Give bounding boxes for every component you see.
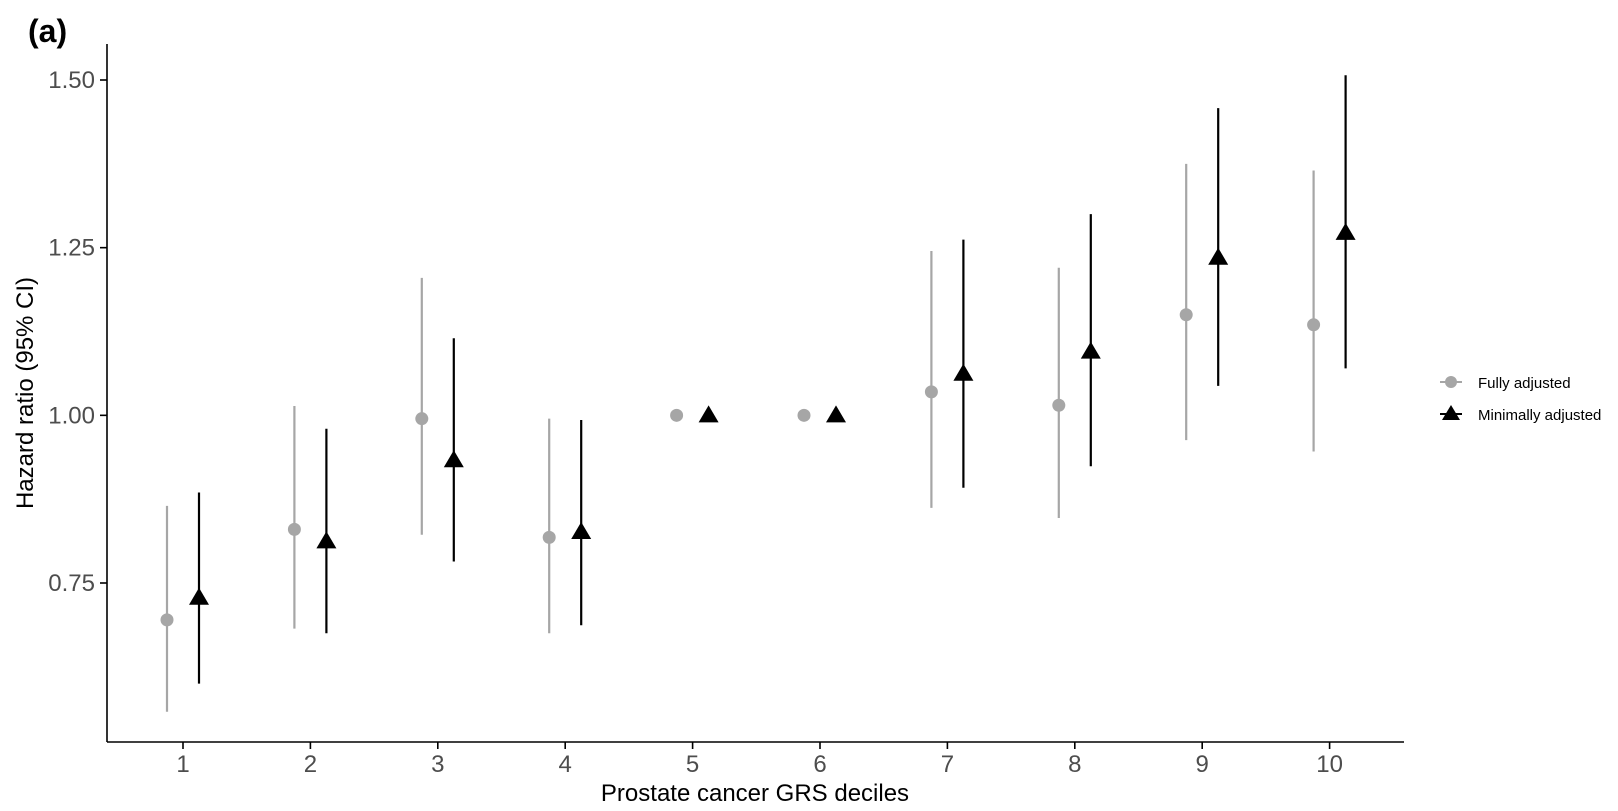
point-1-8 [1208, 247, 1229, 265]
y-ticks: 0.75 1.00 1.25 1.50 [48, 67, 107, 597]
point-1-1 [316, 531, 337, 549]
x-tick-label-1: 2 [304, 751, 317, 778]
y-tick-label-0: 0.75 [48, 570, 95, 597]
point-0-8 [1179, 308, 1193, 322]
axes [106, 44, 1404, 743]
point-0-0 [160, 613, 174, 627]
x-tick-label-0: 1 [176, 751, 189, 778]
series-fully-adjusted [160, 163, 1321, 712]
y-tick-label-2: 1.25 [48, 235, 95, 262]
point-1-6 [953, 363, 974, 381]
point-1-0 [189, 587, 209, 605]
panel-label: (a) [28, 13, 67, 49]
point-1-7 [1080, 341, 1101, 359]
y-tick-label-3: 1.50 [48, 67, 95, 94]
legend-item-fully-adjusted: Fully adjusted [1440, 375, 1571, 392]
legend-key-minimally-adjusted-marker [1442, 405, 1460, 420]
point-0-9 [1307, 318, 1321, 332]
point-0-7 [1052, 398, 1066, 412]
point-0-6 [924, 385, 938, 399]
legend: Fully adjusted Minimally adjusted [1440, 375, 1601, 424]
x-axis-title: Prostate cancer GRS deciles [601, 780, 909, 806]
point-1-2 [443, 450, 464, 468]
series-minimally-adjusted [189, 75, 1356, 684]
point-1-3 [571, 522, 592, 540]
point-1-4 [698, 405, 719, 423]
legend-key-fully-adjusted-marker [1445, 376, 1457, 388]
point-0-5 [797, 408, 811, 422]
x-tick-label-2: 3 [431, 751, 444, 778]
y-axis-title: Hazard ratio (95% CI) [12, 277, 39, 509]
point-0-2 [415, 412, 429, 426]
x-ticks: 1 2 3 4 5 6 7 8 9 10 [176, 742, 1343, 778]
point-1-5 [826, 405, 846, 423]
point-0-3 [542, 530, 556, 544]
x-tick-label-5: 6 [813, 751, 826, 778]
legend-label-fully-adjusted: Fully adjusted [1478, 375, 1571, 392]
x-tick-label-9: 10 [1316, 751, 1343, 778]
x-tick-label-8: 9 [1196, 751, 1209, 778]
point-0-1 [287, 522, 301, 536]
series-layer [160, 75, 1356, 712]
y-tick-label-1: 1.00 [48, 402, 95, 429]
x-tick-label-3: 4 [559, 751, 572, 778]
x-tick-label-6: 7 [941, 751, 954, 778]
legend-label-minimally-adjusted: Minimally adjusted [1478, 407, 1601, 424]
x-tick-label-7: 8 [1068, 751, 1081, 778]
point-0-4 [670, 408, 684, 422]
legend-item-minimally-adjusted: Minimally adjusted [1440, 405, 1601, 424]
point-1-9 [1335, 222, 1356, 240]
x-tick-label-4: 5 [686, 751, 699, 778]
